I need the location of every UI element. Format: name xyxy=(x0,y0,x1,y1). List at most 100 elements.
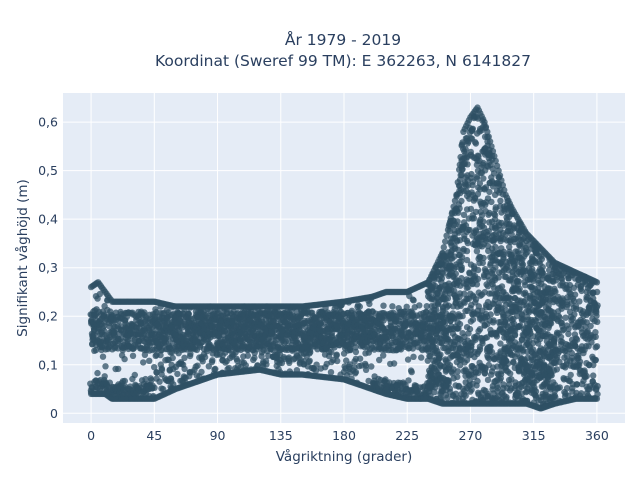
data-point xyxy=(437,351,444,358)
data-point xyxy=(514,248,521,255)
data-point xyxy=(140,359,147,366)
data-point xyxy=(553,366,561,373)
data-point xyxy=(468,386,475,393)
data-point xyxy=(334,357,341,365)
data-point xyxy=(158,366,166,374)
data-point xyxy=(169,354,176,362)
data-point xyxy=(538,255,546,263)
data-point xyxy=(407,367,415,374)
data-point xyxy=(146,357,153,364)
data-point xyxy=(121,355,128,363)
data-point xyxy=(111,329,118,336)
data-point xyxy=(130,337,138,345)
data-point xyxy=(209,357,216,364)
data-point xyxy=(474,275,482,283)
data-point xyxy=(153,369,160,376)
data-point xyxy=(141,351,149,358)
data-point xyxy=(99,353,107,360)
data-point xyxy=(480,218,487,225)
data-point xyxy=(556,384,563,391)
data-point xyxy=(244,352,251,359)
data-point xyxy=(469,316,477,323)
data-point xyxy=(94,369,101,377)
data-point xyxy=(389,303,396,310)
data-point xyxy=(390,360,398,367)
data-point xyxy=(480,175,487,182)
data-point xyxy=(174,370,181,378)
data-point xyxy=(187,350,194,357)
data-point xyxy=(251,354,258,362)
data-point xyxy=(356,355,364,362)
data-point xyxy=(532,388,540,395)
data-point xyxy=(454,373,461,381)
data-point xyxy=(440,244,447,251)
data-point xyxy=(488,198,495,206)
data-point xyxy=(490,317,497,324)
data-point xyxy=(474,266,482,274)
data-point xyxy=(313,361,320,368)
data-point xyxy=(458,197,465,205)
data-point xyxy=(225,364,233,372)
data-point xyxy=(142,375,149,383)
data-point xyxy=(433,306,440,314)
data-point xyxy=(333,351,340,358)
data-point xyxy=(165,335,172,343)
data-point xyxy=(151,364,158,371)
data-point xyxy=(101,373,108,380)
data-point xyxy=(201,353,209,361)
data-point xyxy=(454,368,461,375)
data-point xyxy=(464,161,471,168)
data-points xyxy=(87,104,601,412)
data-point xyxy=(493,333,500,340)
data-point xyxy=(312,367,320,374)
data-point xyxy=(368,363,375,370)
data-point xyxy=(458,258,465,265)
data-point xyxy=(416,302,423,309)
data-point xyxy=(452,270,459,277)
data-point xyxy=(156,378,163,385)
data-point xyxy=(380,302,387,309)
data-point xyxy=(181,365,188,373)
data-point xyxy=(356,303,363,310)
data-point xyxy=(152,306,159,313)
data-point xyxy=(456,320,464,328)
data-point xyxy=(410,297,417,304)
data-point xyxy=(212,365,219,373)
data-point xyxy=(115,365,122,373)
data-point xyxy=(141,309,148,316)
data-point xyxy=(487,371,495,378)
data-point xyxy=(474,377,481,385)
data-point xyxy=(380,352,387,359)
data-point xyxy=(491,212,499,219)
chart-title-line-2: Koordinat (Sweref 99 TM): E 362263, N 61… xyxy=(155,52,531,70)
data-point xyxy=(468,170,475,178)
data-point xyxy=(263,361,270,368)
data-point xyxy=(463,247,471,255)
data-point xyxy=(539,263,546,271)
data-point xyxy=(157,351,164,359)
data-point xyxy=(469,182,476,189)
data-point xyxy=(198,368,205,376)
data-point xyxy=(472,140,480,147)
data-point xyxy=(473,281,481,288)
data-point xyxy=(487,311,494,318)
data-point xyxy=(148,377,155,384)
data-point xyxy=(507,370,514,377)
data-point xyxy=(486,188,493,196)
data-point xyxy=(129,352,137,359)
data-point xyxy=(121,377,128,385)
data-point xyxy=(102,363,109,370)
data-point xyxy=(185,311,192,318)
data-point xyxy=(327,369,335,376)
data-point xyxy=(366,300,373,308)
data-point xyxy=(469,125,476,132)
data-point xyxy=(495,274,502,281)
data-point xyxy=(493,382,501,390)
data-point xyxy=(500,251,507,258)
data-point xyxy=(181,354,188,361)
data-point xyxy=(444,394,451,401)
data-point xyxy=(458,266,465,273)
